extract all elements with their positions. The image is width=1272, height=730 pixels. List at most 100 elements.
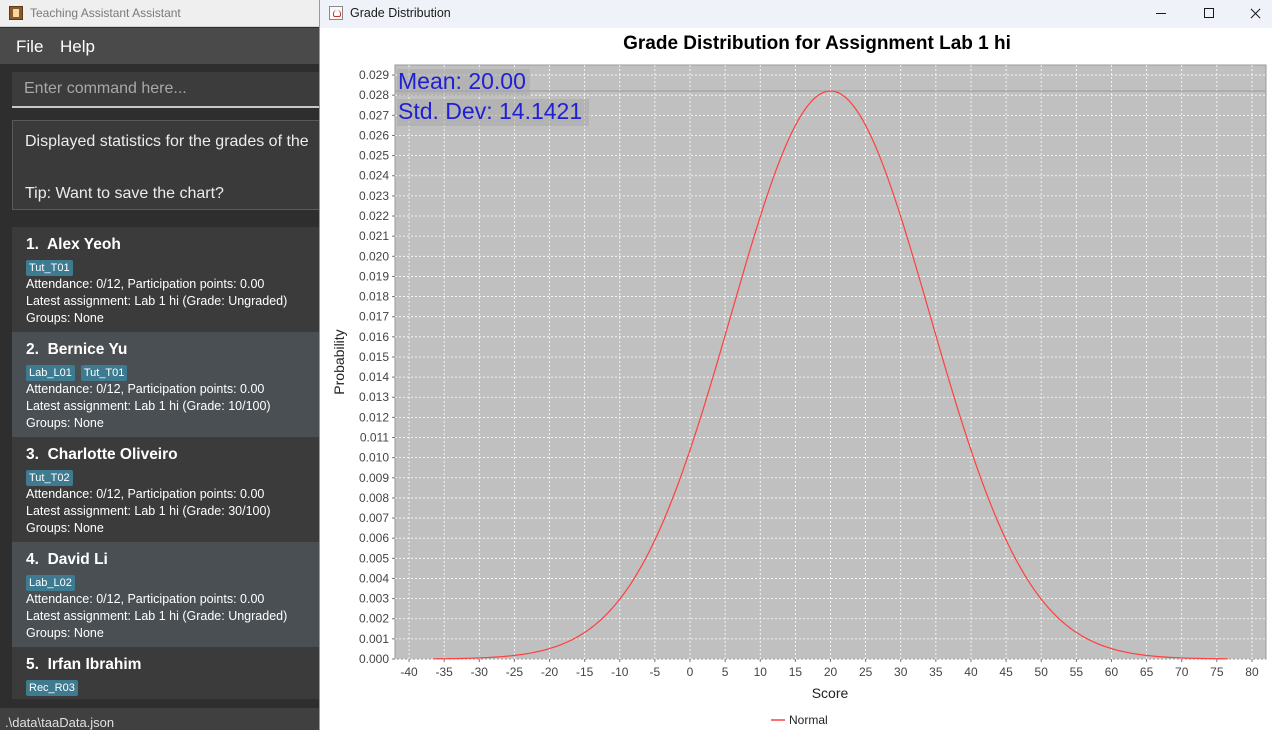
maximize-button[interactable] — [1186, 0, 1232, 28]
tag-badge: Lab_L02 — [26, 575, 75, 591]
command-box — [12, 72, 320, 108]
student-card[interactable]: 1. Alex Yeoh Tut_T01 Attendance: 0/12, P… — [12, 227, 320, 332]
close-button[interactable] — [1232, 0, 1272, 28]
tag-badge: Tut_T01 — [26, 260, 73, 276]
assignment-text: Latest assignment: Lab 1 hi (Grade: 10/1… — [26, 399, 271, 413]
result-message: Displayed statistics for the grades of t… — [25, 133, 309, 150]
attendance-text: Attendance: 0/12, Participation points: … — [26, 487, 265, 501]
student-card[interactable]: 2. Bernice Yu Lab_L01 Tut_T01 Attendance:… — [12, 332, 320, 437]
y-tick-label: 0.027 — [359, 108, 389, 122]
y-tick-label: 0.015 — [359, 350, 389, 364]
x-tick-label: 25 — [859, 665, 873, 679]
result-tip: Tip: Want to save the chart? — [25, 185, 224, 202]
student-name: 5. Irfan Ibrahim — [26, 656, 142, 673]
app-title-bar: Teaching Assistant Assistant — [0, 0, 320, 27]
attendance-text: Attendance: 0/12, Participation points: … — [26, 382, 265, 396]
groups-text: Groups: None — [26, 521, 104, 535]
y-tick-label: 0.003 — [359, 592, 389, 606]
java-icon — [329, 6, 343, 20]
x-tick-label: 5 — [722, 665, 729, 679]
axes: 0.000 0.001 0.002 0.003 0.004 0.005 0.006 0.007… — [359, 68, 1259, 679]
chart-title-bar[interactable]: Grade Distribution — [320, 0, 1272, 28]
y-tick-label: 0.000 — [359, 652, 389, 666]
y-tick-label: 0.008 — [359, 491, 389, 505]
x-tick-label: -30 — [471, 665, 489, 679]
student-tags: Tut_T01 — [26, 258, 79, 276]
y-tick-label: 0.010 — [359, 451, 389, 465]
y-tick-label: 0.016 — [359, 330, 389, 344]
x-tick-label: 35 — [929, 665, 943, 679]
x-tick-label: -25 — [506, 665, 524, 679]
grade-distribution-chart: Grade Distribution for Assignment Lab 1 … — [331, 33, 1267, 727]
x-tick-label: -10 — [611, 665, 629, 679]
student-card[interactable]: 4. David Li Lab_L02 Attendance: 0/12, Pa… — [12, 542, 320, 647]
y-tick-label: 0.007 — [359, 511, 389, 525]
y-tick-label: 0.026 — [359, 128, 389, 142]
x-tick-label: 10 — [754, 665, 768, 679]
student-card[interactable]: 5. Irfan Ibrahim Rec_R03 — [12, 647, 320, 699]
menu-help[interactable]: Help — [60, 37, 95, 56]
x-tick-label: 20 — [824, 665, 838, 679]
x-tick-label: 40 — [964, 665, 978, 679]
student-name: 4. David Li — [26, 551, 108, 568]
tag-badge: Lab_L01 — [26, 365, 75, 381]
attendance-text: Attendance: 0/12, Participation points: … — [26, 592, 265, 606]
app-title: Teaching Assistant Assistant — [30, 6, 181, 20]
x-tick-label: -20 — [541, 665, 559, 679]
annotations: Mean: 20.00 Std. Dev: 14.1421 — [397, 68, 589, 126]
tag-badge: Tut_T01 — [80, 365, 128, 381]
y-tick-label: 0.025 — [359, 149, 389, 163]
y-tick-label: 0.009 — [359, 471, 389, 485]
series-line-normal — [433, 90, 1228, 660]
y-tick-label: 0.014 — [359, 370, 389, 384]
student-tags: Lab_L01 Tut_T01 — [26, 363, 133, 381]
student-name: 3. Charlotte Oliveiro — [26, 446, 178, 463]
y-tick-label: 0.022 — [359, 209, 389, 223]
x-tick-label: 65 — [1140, 665, 1154, 679]
main-app-window: Teaching Assistant Assistant File Help D… — [0, 0, 320, 730]
y-axis-label: Probability — [331, 329, 347, 394]
x-tick-label: -40 — [400, 665, 418, 679]
x-tick-label: 30 — [894, 665, 908, 679]
y-tick-label: 0.011 — [360, 431, 389, 445]
gridlines — [395, 65, 1266, 660]
menu-file[interactable]: File — [16, 37, 44, 56]
legend-label-normal: Normal — [789, 713, 828, 727]
std-dev-annotation: Std. Dev: 14.1421 — [398, 98, 582, 124]
y-tick-label: 0.021 — [359, 229, 389, 243]
attendance-text: Attendance: 0/12, Participation points: … — [26, 277, 265, 291]
x-tick-label: -5 — [650, 665, 661, 679]
student-list[interactable]: 1. Alex Yeoh Tut_T01 Attendance: 0/12, P… — [12, 227, 320, 699]
x-tick-label: 60 — [1105, 665, 1119, 679]
groups-text: Groups: None — [26, 626, 104, 640]
groups-text: Groups: None — [26, 416, 104, 430]
minimize-button[interactable] — [1138, 0, 1184, 28]
x-tick-label: 0 — [687, 665, 694, 679]
y-tick-label: 0.024 — [359, 169, 389, 183]
y-tick-label: 0.001 — [359, 632, 389, 646]
command-input[interactable] — [12, 72, 320, 106]
student-card[interactable]: 3. Charlotte Oliveiro Tut_T02 Attendance… — [12, 437, 320, 542]
x-tick-label: 45 — [999, 665, 1013, 679]
y-tick-label: 0.004 — [359, 571, 389, 585]
assignment-text: Latest assignment: Lab 1 hi (Grade: Ungr… — [26, 609, 288, 623]
chart-window-title: Grade Distribution — [350, 6, 451, 20]
x-axis-label: Score — [812, 685, 849, 701]
y-tick-label: 0.018 — [359, 290, 389, 304]
minimize-icon — [1156, 13, 1166, 14]
app-icon — [9, 6, 23, 20]
data-file-path: .\data\taaData.json — [5, 715, 115, 730]
y-tick-label: 0.013 — [359, 390, 389, 404]
result-display: Displayed statistics for the grades of t… — [12, 120, 320, 210]
y-tick-label: 0.019 — [359, 269, 389, 283]
x-tick-label: 75 — [1210, 665, 1224, 679]
annotation-background — [397, 99, 589, 126]
status-bar: .\data\taaData.json — [0, 708, 320, 730]
y-tick-label: 0.028 — [359, 88, 389, 102]
y-tick-label: 0.005 — [359, 551, 389, 565]
y-tick-label: 0.029 — [359, 68, 389, 82]
y-tick-label: 0.012 — [359, 410, 389, 424]
x-tick-label: -15 — [576, 665, 594, 679]
x-tick-label: 70 — [1175, 665, 1189, 679]
student-tags: Tut_T02 — [26, 468, 79, 486]
